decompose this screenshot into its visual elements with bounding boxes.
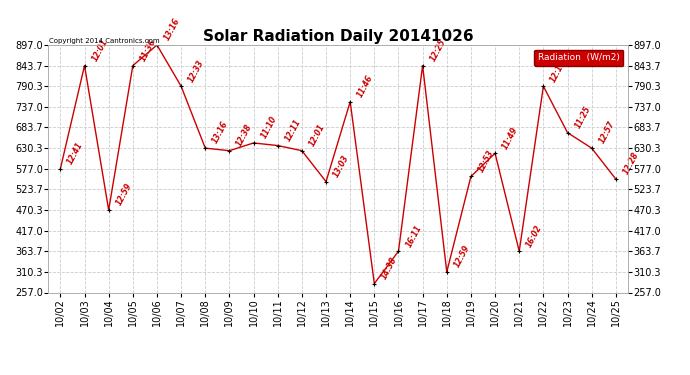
Text: 11:49: 11:49: [501, 125, 520, 150]
Point: [369, 280, 380, 286]
Point: [562, 130, 573, 136]
Point: [200, 145, 211, 151]
Point: [273, 142, 284, 148]
Point: [490, 150, 501, 156]
Text: 12:59: 12:59: [115, 182, 133, 207]
Text: 11:10: 11:10: [259, 115, 278, 140]
Legend: Radiation  (W/m2): Radiation (W/m2): [534, 50, 623, 66]
Text: 16:02: 16:02: [525, 223, 544, 249]
Point: [611, 176, 622, 182]
Point: [466, 174, 477, 180]
Text: 13:03: 13:03: [332, 153, 351, 179]
Text: 12:59: 12:59: [453, 244, 471, 269]
Point: [514, 248, 525, 254]
Point: [152, 42, 163, 48]
Text: 13:16: 13:16: [211, 120, 230, 146]
Point: [176, 83, 187, 89]
Point: [79, 63, 90, 69]
Text: 12:18: 12:18: [549, 58, 568, 84]
Text: 12:01: 12:01: [308, 123, 326, 148]
Point: [417, 63, 428, 69]
Point: [128, 63, 139, 69]
Text: 11:25: 11:25: [573, 105, 592, 130]
Point: [224, 148, 235, 154]
Text: 12:57: 12:57: [598, 120, 616, 146]
Text: 12:53: 12:53: [477, 148, 495, 174]
Text: Copyright 2014 Cantronics.com: Copyright 2014 Cantronics.com: [49, 38, 159, 44]
Point: [55, 166, 66, 172]
Point: [104, 207, 115, 213]
Text: 12:25: 12:25: [428, 38, 447, 63]
Text: 12:33: 12:33: [187, 58, 206, 84]
Point: [248, 140, 259, 146]
Text: 13:16: 13:16: [163, 17, 181, 42]
Text: 12:01: 12:01: [90, 38, 109, 63]
Title: Solar Radiation Daily 20141026: Solar Radiation Daily 20141026: [203, 29, 473, 44]
Text: 11:36: 11:36: [139, 38, 157, 63]
Text: 16:11: 16:11: [404, 223, 423, 249]
Point: [321, 178, 332, 184]
Point: [393, 248, 404, 254]
Point: [345, 99, 356, 105]
Point: [297, 148, 308, 154]
Point: [586, 145, 598, 151]
Text: 12:11: 12:11: [284, 117, 302, 143]
Text: 12:28: 12:28: [622, 151, 640, 176]
Point: [538, 83, 549, 89]
Text: 12:38: 12:38: [235, 123, 254, 148]
Text: 14:38: 14:38: [380, 255, 399, 281]
Text: 12:41: 12:41: [66, 141, 85, 166]
Text: 11:46: 11:46: [356, 74, 375, 99]
Point: [442, 269, 453, 275]
